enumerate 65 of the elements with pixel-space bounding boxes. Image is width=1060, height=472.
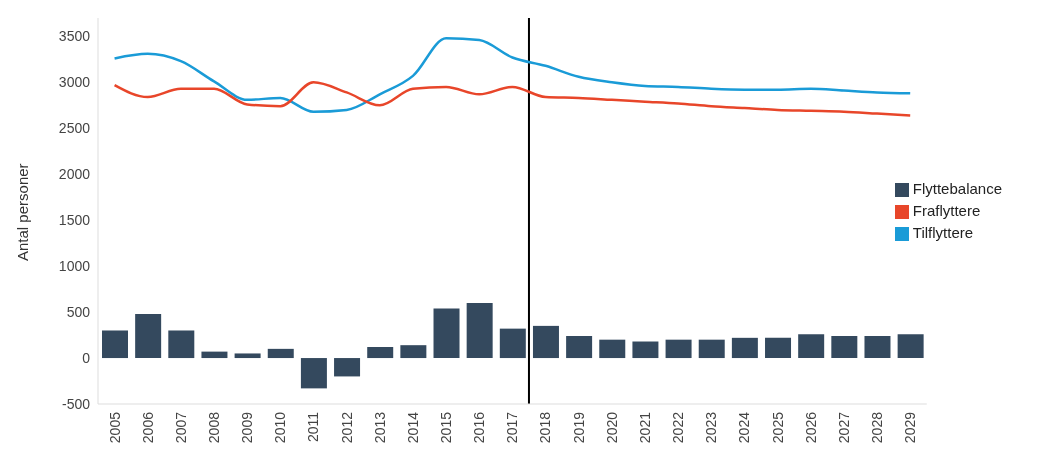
bar [566, 335, 593, 359]
legend-label: Fraflyttere [912, 202, 981, 219]
x-tick-label: 2014 [404, 411, 421, 444]
y-tick-label: 2500 [58, 120, 91, 137]
x-tick-label: 2020 [603, 411, 620, 444]
bar [201, 351, 228, 359]
bar [367, 347, 394, 359]
x-tick-label: 2021 [636, 411, 653, 444]
line-series [113, 81, 912, 117]
bar [234, 353, 261, 359]
x-tick-label: 2008 [205, 411, 222, 444]
x-tick-label: 2011 [305, 411, 322, 443]
bar [632, 341, 659, 359]
x-tick-label: 2024 [736, 411, 753, 444]
bar [334, 358, 361, 377]
y-tick-label: 1000 [58, 258, 91, 275]
x-tick-label: 2027 [835, 411, 852, 444]
y-tick-label: 1500 [58, 212, 91, 229]
bar [532, 325, 559, 359]
x-tick-label: 2028 [868, 411, 885, 444]
bar [698, 339, 725, 359]
y-axis-title: Antal personer [14, 163, 32, 261]
bar [135, 313, 162, 359]
bar [300, 358, 327, 389]
x-tick-label: 2016 [471, 411, 488, 444]
bar [168, 330, 195, 359]
x-tick-label: 2005 [106, 411, 123, 444]
legend-label: Flyttebalance [912, 180, 1002, 197]
y-tick-label: 2000 [58, 166, 91, 183]
x-tick-label: 2006 [139, 411, 156, 444]
bar [831, 335, 858, 359]
bar [665, 339, 692, 359]
x-tick-label: 2017 [504, 411, 521, 444]
bar [102, 330, 128, 359]
line-series [113, 36, 912, 113]
y-tick-label: 3000 [58, 74, 91, 91]
bar [400, 345, 427, 359]
x-tick-label: 2018 [537, 411, 554, 444]
x-tick-label: 2015 [438, 411, 455, 444]
x-tick-label: 2019 [570, 411, 587, 444]
x-tick-label: 2013 [371, 411, 388, 444]
x-tick-label: 2026 [802, 411, 819, 444]
bar [499, 328, 526, 359]
x-tick-label: 2023 [703, 411, 720, 444]
bar [765, 337, 792, 359]
x-tick-label: 2012 [338, 411, 355, 444]
bar [466, 302, 493, 359]
y-tick-label: -500 [61, 395, 91, 412]
legend-label: Tilflyttere [912, 224, 974, 241]
bar [599, 339, 626, 359]
x-tick-label: 2009 [239, 411, 256, 444]
bar [897, 334, 924, 359]
bar [267, 348, 294, 359]
x-tick-label: 2025 [769, 411, 786, 444]
x-tick-label: 2007 [172, 411, 189, 444]
y-tick-label: 3500 [58, 28, 91, 45]
x-tick-label: 2010 [272, 411, 289, 444]
bar [864, 335, 891, 359]
y-tick-label: 0 [82, 350, 91, 367]
x-tick-label: 2022 [670, 411, 687, 444]
x-tick-label: 2029 [902, 411, 919, 444]
bar [433, 308, 460, 359]
bar [798, 334, 825, 359]
bar [731, 337, 758, 359]
y-tick-label: 500 [66, 304, 91, 321]
